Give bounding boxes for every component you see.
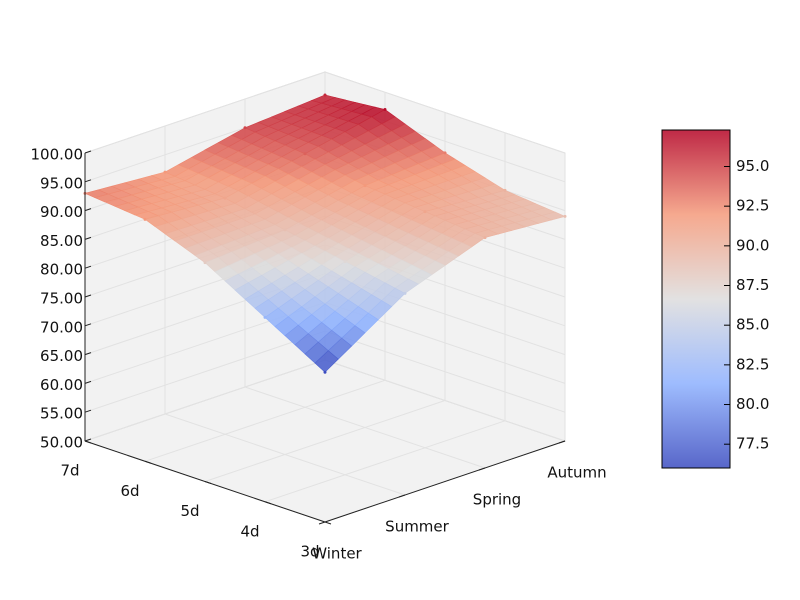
x-tick: [558, 440, 566, 444]
z-tick: [84, 179, 92, 183]
z-tick-label: 80.00: [40, 261, 83, 279]
surface-point: [503, 188, 507, 192]
x-tick: [318, 521, 326, 525]
colorbar-tick-label: 87.5: [736, 276, 769, 294]
z-tick: [84, 438, 92, 442]
z-tick-label: 60.00: [40, 376, 83, 394]
y-tick-label: 7d: [60, 462, 79, 480]
x-tick-label: Winter: [312, 545, 362, 563]
surface-patch: [314, 350, 339, 373]
surface-point: [443, 151, 447, 155]
z-tick: [84, 380, 92, 384]
z-tick: [84, 150, 92, 154]
z-tick: [84, 294, 92, 298]
z-tick: [84, 265, 92, 269]
z-tick: [84, 236, 92, 240]
surface-point: [383, 108, 387, 112]
surface-point: [163, 170, 167, 174]
z-tick-label: 85.00: [40, 232, 83, 250]
colorbar-tick-label: 82.5: [736, 355, 769, 373]
z-tick: [84, 352, 92, 356]
x-tick: [398, 494, 406, 498]
y-tick-label: 4d: [240, 522, 259, 540]
colorbar-tick-label: 80.0: [736, 395, 769, 413]
surface-point: [403, 291, 407, 295]
z-tick: [84, 323, 92, 327]
surface-point: [143, 217, 147, 221]
y-tick: [324, 521, 332, 525]
z-tick-label: 100.00: [31, 146, 84, 164]
surface-point: [323, 93, 327, 97]
surface-point: [483, 236, 487, 240]
z-tick-label: 70.00: [40, 318, 83, 336]
surface-point: [283, 228, 287, 232]
colorbar-tick-label: 92.5: [736, 197, 769, 215]
z-tick-label: 65.00: [40, 347, 83, 365]
colorbar-tick-label: 90.0: [736, 236, 769, 254]
surface-point: [343, 260, 347, 264]
surface-point: [263, 315, 267, 319]
colorbar-tick-label: 85.0: [736, 316, 769, 334]
z-tick-label: 55.00: [40, 405, 83, 423]
y-tick-label: 5d: [180, 502, 199, 520]
surface-point: [223, 196, 227, 200]
surface-point: [243, 126, 247, 130]
x-axis: [324, 440, 566, 523]
colorbar-tick-label: 77.5: [736, 435, 769, 453]
y-tick: [204, 481, 212, 484]
z-tick-label: 75.00: [40, 290, 83, 308]
y-tick-label: 6d: [120, 482, 139, 500]
surface-point: [203, 261, 207, 265]
surface-point: [363, 184, 367, 188]
x-tick-label: Spring: [473, 491, 521, 509]
y-tick: [264, 501, 272, 505]
z-tick: [84, 208, 92, 212]
x-tick-label: Autumn: [547, 464, 606, 482]
y-tick: [84, 440, 92, 444]
surface-point: [423, 210, 427, 214]
x-tick-label: Summer: [385, 518, 449, 536]
x-tick: [478, 467, 486, 471]
z-tick: [84, 409, 92, 413]
z-tick-label: 95.00: [40, 174, 83, 192]
surface-point: [563, 214, 567, 218]
y-tick-label: 3d: [300, 543, 319, 561]
z-tick-label: 90.00: [40, 203, 83, 221]
colorbar-tick-label: 95.0: [736, 157, 769, 175]
colorbar: [661, 129, 731, 469]
plot-area: Winter Summer Spring Autumn 3d 4d 5d 6d 7d 50.00 5…: [31, 71, 607, 563]
z-tick-label: 50.00: [40, 434, 83, 452]
y-tick: [144, 460, 152, 464]
surface-point: [303, 152, 307, 156]
surface-point: [323, 370, 327, 374]
